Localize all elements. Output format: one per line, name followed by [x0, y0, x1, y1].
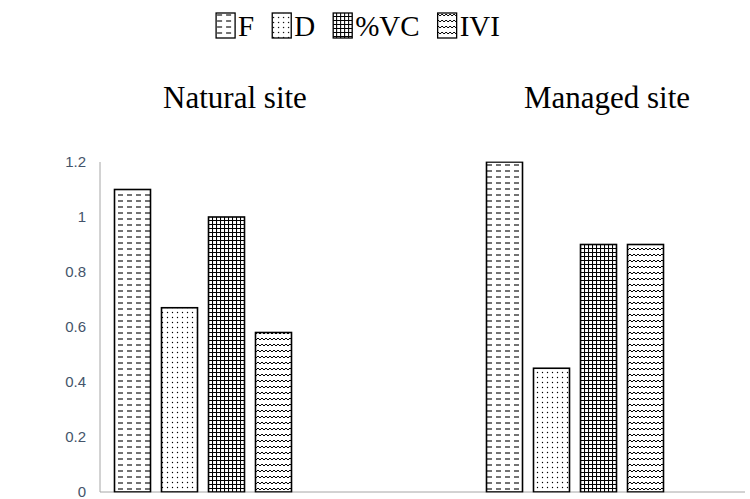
bar [534, 368, 570, 492]
y-axis [100, 162, 101, 492]
bar [209, 217, 245, 492]
legend-swatch [272, 13, 291, 38]
bars [115, 162, 664, 492]
category-label: Natural site [163, 80, 307, 115]
bar [581, 245, 617, 493]
bar [628, 245, 664, 493]
y-tick-label: 0.6 [65, 318, 86, 335]
bar [162, 308, 198, 492]
bar [487, 162, 523, 492]
legend-swatch [333, 13, 352, 38]
legend-label: D [294, 10, 315, 42]
legend-swatch [438, 13, 457, 38]
legend: F D %VC IVI [216, 10, 500, 42]
legend-label: IVI [460, 10, 500, 42]
bar [115, 190, 151, 493]
y-tick-label: 0.4 [65, 373, 86, 390]
y-tick-label: 0.8 [65, 263, 86, 280]
chart: 0 0.2 0.4 0.6 0.8 1 1.2 Natural site Managed sit… [0, 0, 750, 499]
bar [256, 333, 292, 493]
category-label: Managed site [524, 80, 690, 115]
y-tick-label: 0 [78, 483, 86, 499]
legend-swatch [216, 13, 235, 38]
y-tick-label: 1.2 [65, 153, 86, 170]
legend-label: %VC [355, 10, 419, 42]
y-tick-label: 1 [78, 208, 86, 225]
y-tick-label: 0.2 [65, 428, 86, 445]
legend-label: F [238, 10, 254, 42]
